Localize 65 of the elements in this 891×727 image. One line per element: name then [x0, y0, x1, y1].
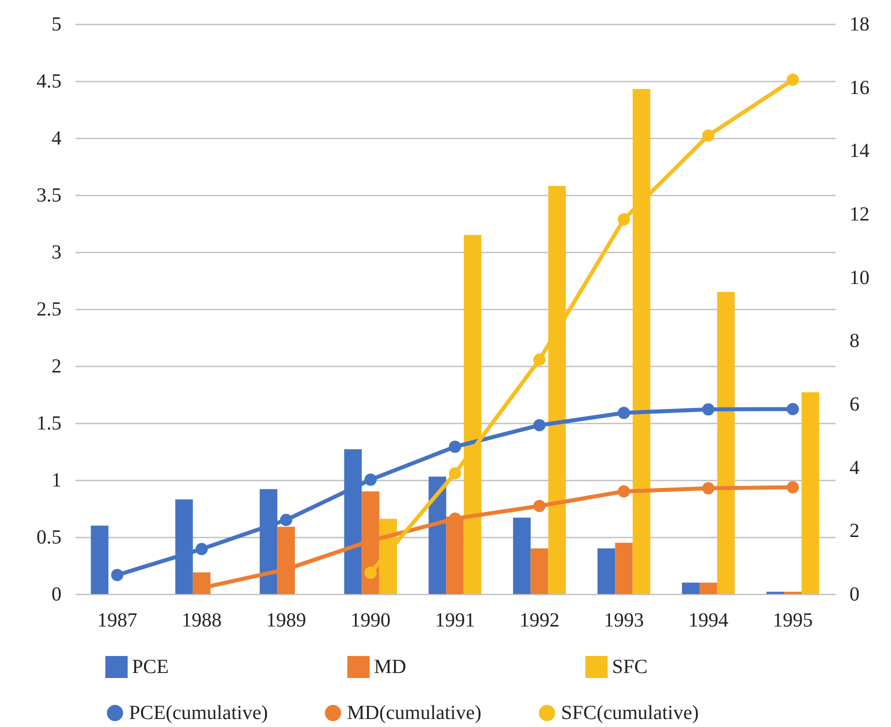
legend-label: PCE [132, 656, 169, 678]
point [196, 542, 208, 556]
legend-label: SFC(cumulative) [561, 702, 699, 724]
bar [700, 582, 718, 594]
point [618, 485, 630, 498]
point [702, 482, 714, 494]
bar [513, 518, 531, 594]
point [448, 440, 462, 453]
point [702, 129, 714, 142]
y2-tick-label: 14 [850, 140, 870, 162]
y-tick-label: 2 [52, 356, 62, 378]
y-tick-label: 1.5 [36, 412, 62, 434]
bar [530, 548, 548, 594]
y2-tick-label: 12 [850, 204, 870, 226]
y-tick-label: 0.5 [36, 526, 62, 548]
x-tick-label: 1995 [772, 610, 813, 632]
legend-label: MD [374, 656, 406, 678]
y-tick-label: 3 [52, 242, 62, 264]
y2-tick-label: 6 [850, 394, 860, 416]
y-tick-label: 0 [52, 584, 62, 606]
x-tick-label: 1993 [604, 610, 644, 632]
y2-tick-label: 18 [850, 14, 870, 36]
y-tick-label: 4 [52, 128, 62, 150]
point [448, 467, 462, 480]
y-tick-label: 3.5 [36, 184, 62, 206]
point [364, 474, 377, 486]
x-tick-label: 1990 [350, 610, 391, 632]
bar [598, 548, 616, 594]
x-tick-label: 1991 [435, 610, 475, 632]
point [533, 419, 546, 432]
bar [615, 542, 633, 594]
point [786, 481, 799, 494]
point [533, 500, 546, 512]
y2-tick-label: 4 [850, 456, 860, 479]
legend-label: MD(cumulative) [347, 702, 482, 724]
point [618, 213, 630, 226]
y2-tick-label: 10 [850, 266, 870, 289]
legend-label: PCE(cumulative) [129, 702, 268, 724]
y-tick-label: 5 [52, 14, 62, 36]
point [618, 406, 630, 419]
y2-tick-label: 0 [850, 584, 860, 606]
point [786, 74, 799, 86]
point [364, 566, 377, 579]
point [786, 402, 799, 416]
point [702, 403, 714, 416]
x-tick-label: 1992 [519, 610, 560, 632]
point [533, 354, 546, 366]
bar [682, 582, 700, 594]
y2-tick-label: 2 [850, 520, 860, 542]
y-tick-label: 2.5 [36, 298, 62, 320]
x-tick-label: 1994 [688, 610, 728, 632]
bar [717, 292, 735, 594]
point [111, 568, 124, 582]
legend-label: SFC [612, 656, 648, 678]
bar [802, 392, 820, 594]
x-tick-label: 1988 [182, 610, 222, 632]
x-tick-label: 1989 [266, 610, 306, 632]
y2-tick-label: 16 [850, 76, 870, 99]
y-tick-label: 4.5 [36, 70, 62, 92]
y-tick-label: 1 [52, 470, 62, 492]
y2-tick-label: 8 [850, 330, 860, 352]
bar [428, 476, 446, 594]
point [280, 514, 292, 526]
bar [90, 526, 108, 594]
x-tick-label: 1987 [97, 610, 138, 632]
